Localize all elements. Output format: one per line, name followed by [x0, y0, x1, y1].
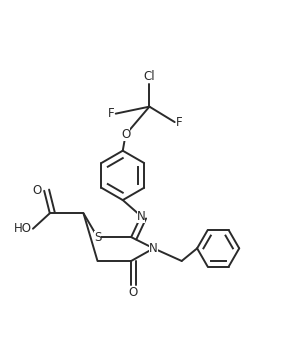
Text: N: N — [136, 210, 146, 223]
Text: O: O — [128, 286, 137, 299]
Text: F: F — [108, 107, 114, 120]
Text: S: S — [94, 231, 101, 244]
Text: O: O — [121, 128, 130, 141]
Text: Cl: Cl — [144, 70, 155, 83]
Text: O: O — [32, 184, 41, 197]
Text: N: N — [149, 242, 158, 255]
Text: F: F — [176, 115, 183, 129]
Text: HO: HO — [14, 222, 32, 235]
